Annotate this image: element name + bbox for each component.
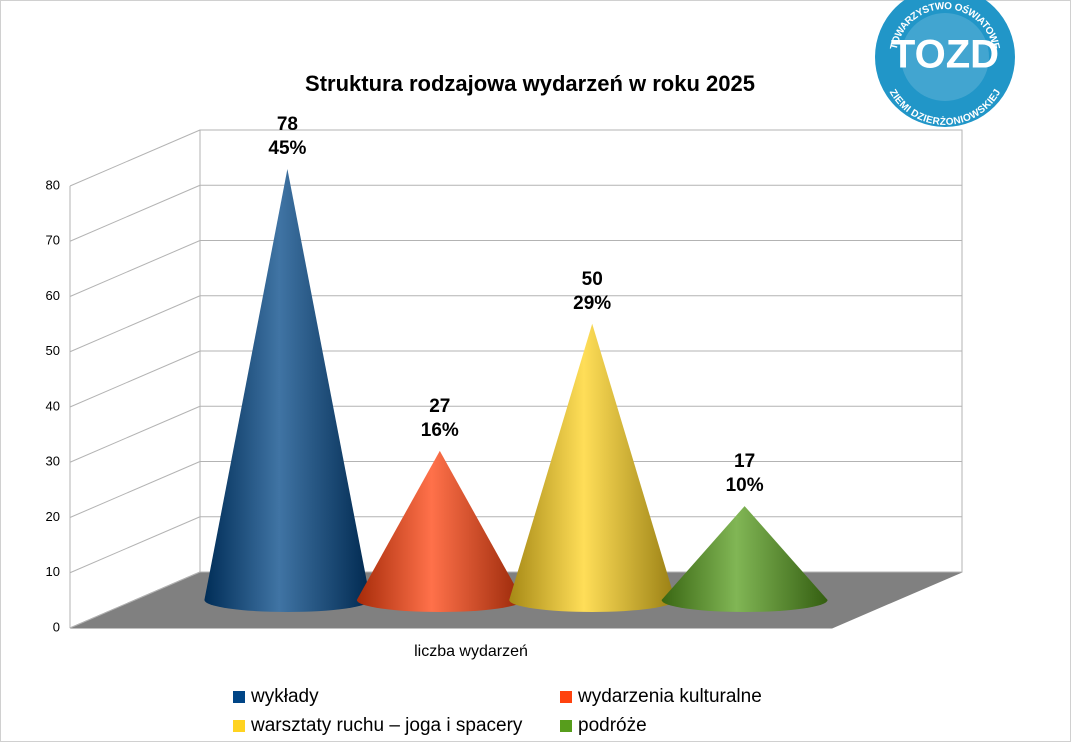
data-label-share: 45% — [268, 138, 306, 159]
y-tick-label: 50 — [46, 343, 60, 358]
y-tick-label: 40 — [46, 398, 60, 413]
y-tick-label: 0 — [53, 619, 60, 634]
y-tick-label: 10 — [46, 564, 60, 579]
y-tick-label: 80 — [46, 177, 60, 192]
y-tick-label: 20 — [46, 509, 60, 524]
y-tick-label: 30 — [46, 454, 60, 469]
logo-mark: TOZD — [891, 33, 999, 77]
data-label-share: 10% — [726, 475, 764, 496]
y-tick-label: 60 — [46, 288, 60, 303]
data-label: 78 — [277, 114, 298, 135]
legend-swatch — [560, 720, 572, 732]
logo-circle — [875, 0, 1015, 127]
grid-line — [69, 571, 201, 629]
grid-line — [69, 350, 201, 408]
cone — [356, 450, 523, 612]
data-label: 17 — [734, 451, 755, 472]
data-label-share: 16% — [421, 420, 459, 441]
grid-line — [69, 129, 201, 187]
data-label-share: 29% — [573, 293, 611, 314]
legend-label: wydarzenia kulturalne — [577, 686, 762, 707]
cone — [204, 169, 371, 612]
legend-swatch — [560, 691, 572, 703]
logo-inner — [901, 13, 989, 101]
data-label: 27 — [429, 396, 450, 417]
legend-swatch — [233, 691, 245, 703]
x-tick-label: liczba wydarzeń — [414, 643, 528, 660]
cone — [661, 506, 828, 612]
cone — [509, 323, 676, 612]
grid-line — [69, 184, 201, 242]
grid-line — [69, 461, 201, 518]
grid-line — [69, 295, 201, 353]
legend-swatch — [233, 720, 245, 732]
grid-line — [69, 405, 201, 463]
y-tick-label: 70 — [46, 233, 60, 248]
legend-label: warsztaty ruchu – joga i spacery — [250, 715, 523, 736]
grid-line — [69, 240, 201, 297]
grid-line — [69, 516, 201, 574]
data-label: 50 — [582, 269, 603, 290]
chart-title: Struktura rodzajowa wydarzeń w roku 2025 — [305, 71, 755, 96]
legend-label: podróże — [578, 715, 647, 736]
legend-label: wykłady — [250, 686, 319, 707]
